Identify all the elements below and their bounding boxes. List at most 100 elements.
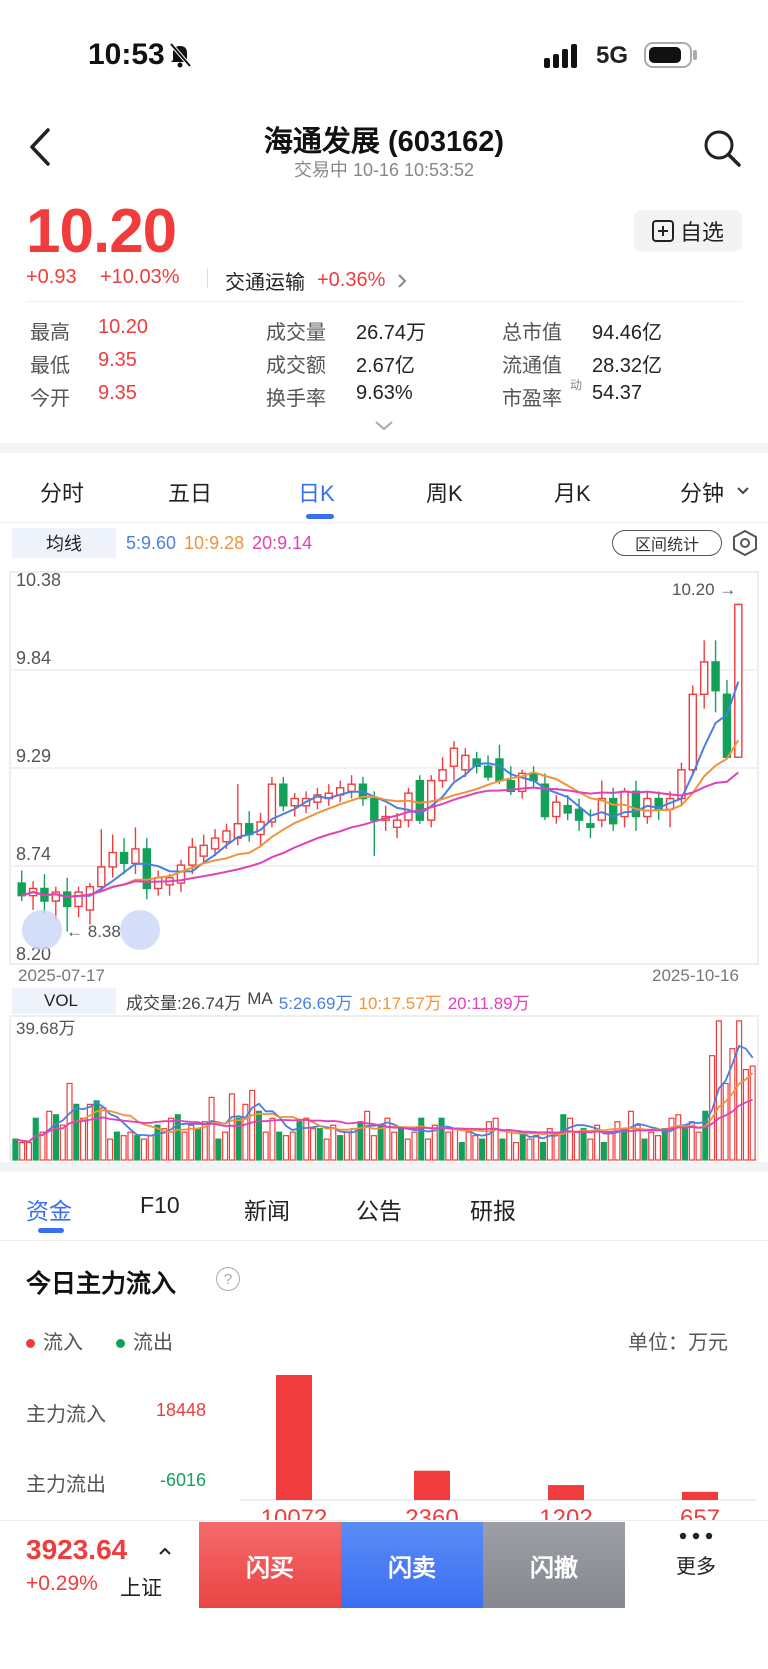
candle (74, 886, 83, 918)
low-price-label: ← 8.38 (66, 922, 121, 941)
volume-bar (100, 1107, 107, 1161)
more-button[interactable]: 更多 (664, 1532, 728, 1602)
flow-bar (414, 1470, 450, 1500)
vol-values: 成交量:26.74万 MA 5:26.69万 10:17.57万 20:11.8… (126, 989, 530, 1014)
legend-in: 流入 (26, 1326, 83, 1355)
stat-value: 28.32亿 (592, 355, 663, 377)
tab-chart-0[interactable]: 分时 (40, 481, 85, 506)
settings-hexagon-icon[interactable] (732, 530, 758, 556)
stat-label: 流通值 (502, 355, 562, 377)
help-icon[interactable]: ? (216, 1267, 240, 1291)
network-type: 5G (596, 42, 629, 69)
subtab-4[interactable]: 研报 (470, 1198, 516, 1224)
volume-bar (411, 1131, 418, 1161)
volume-bar (695, 1131, 702, 1161)
quick-buy-button[interactable]: 闪买 (199, 1522, 341, 1608)
flow-bar-value: 2360 (405, 1505, 458, 1520)
volume-bar (519, 1131, 526, 1161)
candle (699, 640, 709, 709)
active-subtab-indicator (38, 1228, 64, 1233)
volume-bar (580, 1128, 587, 1161)
ma5-value: 5:9.60 (126, 533, 177, 553)
volume-bar (736, 1020, 743, 1161)
volume-bar (39, 1131, 46, 1161)
tab-chart-1[interactable]: 五日 (168, 481, 213, 506)
stat-label: 换手率 (266, 388, 326, 410)
range-stats-button[interactable]: 区间统计 (612, 530, 722, 556)
tab-chart-5[interactable]: 分钟 (680, 481, 725, 506)
scroll-left-handle[interactable] (22, 910, 62, 950)
volume-bar (222, 1131, 229, 1161)
volume-bar (25, 1142, 32, 1161)
volume-bar (391, 1131, 398, 1161)
volume-bar (506, 1131, 513, 1161)
quick-cancel-button[interactable]: 闪撤 (483, 1522, 625, 1608)
subtab-2[interactable]: 新闻 (244, 1198, 290, 1224)
volume-bar (404, 1138, 411, 1161)
candle (449, 741, 459, 781)
volume-bar (594, 1124, 601, 1161)
volume-bar (445, 1131, 452, 1161)
red-dot-icon (26, 1339, 35, 1349)
chevron-down-icon[interactable] (736, 486, 750, 496)
volume-bar (73, 1103, 80, 1161)
ma10-value: 10:9.28 (184, 533, 245, 553)
plus-box-icon (651, 220, 674, 242)
tab-chart-2[interactable]: 日K (298, 481, 335, 506)
candle (347, 775, 356, 799)
candle (552, 794, 561, 824)
volume-bar (526, 1138, 533, 1161)
volume-bar (282, 1135, 290, 1161)
volume-bar (384, 1117, 391, 1161)
flow-bar-value: 657 (680, 1505, 720, 1520)
volume-bar (641, 1138, 648, 1161)
subtab-3[interactable]: 公告 (356, 1198, 402, 1224)
volume-bar (377, 1124, 384, 1161)
divider (26, 301, 742, 302)
main-outflow-label: 主力流出 (26, 1474, 106, 1496)
chevron-down-icon[interactable] (374, 420, 394, 432)
subtab-1[interactable]: F10 (140, 1192, 180, 1218)
volume-bar (201, 1121, 208, 1161)
flow-bar (276, 1375, 312, 1500)
tab-chart-3[interactable]: 周K (426, 481, 463, 506)
candle (392, 812, 402, 839)
chevron-up-icon[interactable] (158, 1546, 172, 1556)
tab-chart-4[interactable]: 月K (554, 481, 591, 506)
add-watchlist-button[interactable]: 自选 (634, 210, 742, 252)
volume-bar (289, 1131, 296, 1161)
subtab-0[interactable]: 资金 (26, 1198, 72, 1224)
back-icon[interactable] (28, 128, 52, 166)
scroll-right-handle[interactable] (120, 910, 160, 950)
candle (597, 780, 607, 828)
search-icon[interactable] (702, 128, 742, 168)
volume-bar (296, 1121, 303, 1161)
y-tick-label: 8.74 (16, 844, 51, 864)
volume-bar (370, 1135, 377, 1161)
candle (17, 870, 26, 902)
volume-bar (330, 1124, 337, 1161)
volume-bar (93, 1100, 100, 1161)
sector-link[interactable]: 交通运输 +0.36% (225, 266, 407, 295)
volume-chart[interactable]: 39.68万 (0, 1012, 768, 1162)
ma-label[interactable]: 均线 (12, 528, 116, 558)
trade-status: 交易中 10-16 10:53:52 (293, 160, 475, 180)
volume-bar (681, 1128, 689, 1161)
vol-ma20-line (15, 1098, 754, 1143)
volume-bar (52, 1114, 60, 1161)
price-change-pct: +10.03% (100, 266, 180, 288)
legend-out: 流出 (116, 1326, 173, 1355)
quick-sell-button[interactable]: 闪卖 (341, 1522, 483, 1608)
candle (28, 881, 38, 911)
volume-bar (492, 1117, 499, 1161)
volume-bar (323, 1138, 330, 1161)
stat-sup: 动 (570, 378, 583, 392)
index-value[interactable]: 3923.64 (26, 1534, 128, 1565)
volume-bar (722, 1082, 729, 1161)
index-name: 上证 (120, 1577, 162, 1600)
vol-label[interactable]: VOL (12, 988, 116, 1014)
candle (415, 775, 425, 824)
volume-bar (607, 1131, 614, 1161)
unit-label: 单位：万元 (628, 1332, 728, 1354)
